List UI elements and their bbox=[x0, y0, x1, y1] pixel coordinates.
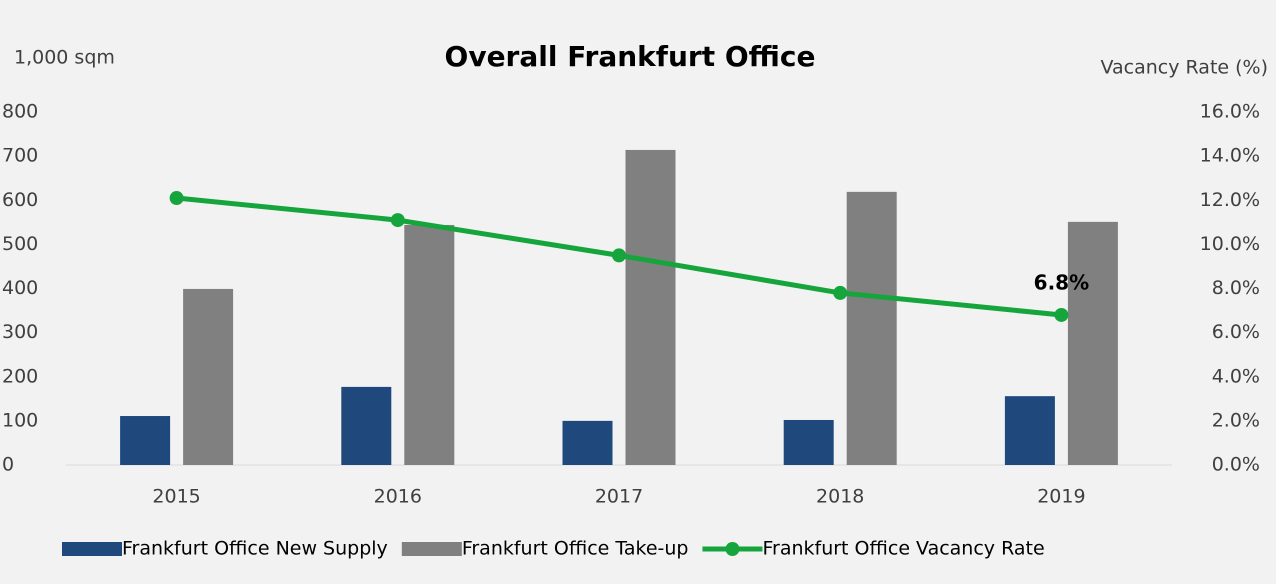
bar bbox=[783, 419, 834, 465]
y2-tick-label: 6.0% bbox=[1212, 321, 1260, 343]
line-marker bbox=[833, 285, 848, 300]
chart-title: Overall Frankfurt Office bbox=[445, 40, 816, 73]
legend-swatch bbox=[725, 542, 740, 556]
x-tick-label: 2017 bbox=[595, 486, 643, 508]
y2-tick-label: 4.0% bbox=[1212, 365, 1260, 387]
x-tick-label: 2015 bbox=[152, 486, 200, 508]
y-tick-label: 400 bbox=[2, 277, 38, 299]
y-tick-label: 200 bbox=[2, 365, 38, 387]
line-marker bbox=[1054, 307, 1069, 322]
y-axis-label: 1,000 sqm bbox=[14, 47, 115, 69]
y-tick-label: 600 bbox=[2, 189, 38, 211]
bar bbox=[183, 288, 234, 465]
y-tick-label: 800 bbox=[2, 101, 38, 123]
line-marker bbox=[612, 248, 626, 263]
data-label: 6.8% bbox=[1034, 270, 1089, 294]
y-tick-label: 300 bbox=[2, 321, 38, 343]
legend-swatch bbox=[401, 542, 462, 556]
y2-axis-label: Vacancy Rate (%) bbox=[1100, 57, 1268, 79]
bar bbox=[562, 420, 613, 465]
bar bbox=[341, 386, 392, 465]
y-tick-label: 700 bbox=[2, 145, 38, 167]
bar bbox=[120, 416, 171, 465]
x-tick-label: 2019 bbox=[1037, 486, 1085, 508]
y2-tick-label: 12.0% bbox=[1200, 189, 1260, 211]
bar bbox=[1004, 396, 1055, 465]
legend-label: Frankfurt Office Vacancy Rate bbox=[762, 538, 1044, 560]
y-tick-label: 0 bbox=[2, 454, 14, 476]
legend-swatch bbox=[62, 542, 122, 556]
y-tick-label: 100 bbox=[2, 409, 38, 431]
x-tick-label: 2018 bbox=[816, 486, 864, 508]
y2-tick-label: 0.0% bbox=[1212, 454, 1260, 476]
bar bbox=[625, 149, 676, 465]
line-marker bbox=[390, 213, 405, 228]
legend-label: Frankfurt Office New Supply bbox=[122, 538, 388, 560]
y2-tick-label: 16.0% bbox=[1200, 101, 1260, 123]
bar bbox=[846, 191, 897, 465]
y2-tick-label: 2.0% bbox=[1212, 409, 1260, 431]
bar bbox=[404, 224, 455, 465]
y-tick-label: 500 bbox=[2, 233, 38, 255]
legend-label: Frankfurt Office Take-up bbox=[462, 538, 689, 560]
y2-tick-label: 14.0% bbox=[1200, 145, 1260, 167]
y2-tick-label: 10.0% bbox=[1200, 233, 1260, 255]
bar bbox=[1067, 221, 1118, 465]
line-marker bbox=[169, 191, 184, 206]
x-tick-label: 2016 bbox=[374, 486, 422, 508]
y2-tick-label: 8.0% bbox=[1212, 277, 1260, 299]
